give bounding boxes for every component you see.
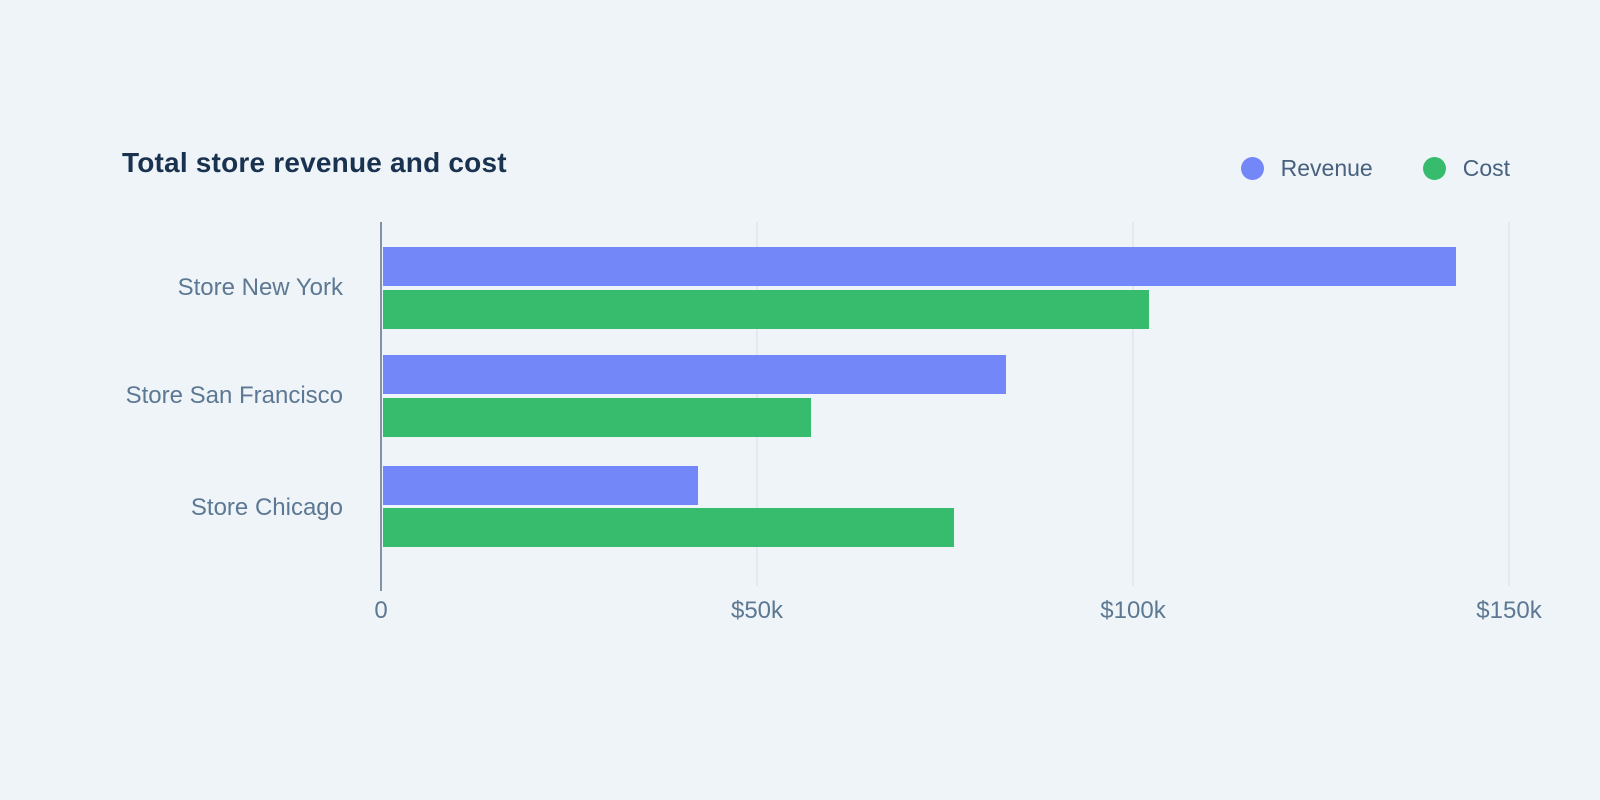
x-tick-label-$150k: $150k xyxy=(1476,597,1542,624)
bar-cost-store-san-francisco[interactable] xyxy=(383,398,811,437)
category-label-store-san-francisco: Store San Francisco xyxy=(125,382,343,409)
legend: Revenue Cost xyxy=(1240,155,1510,181)
x-tick-label-0: 0 xyxy=(374,597,388,624)
bar-chart xyxy=(380,222,1510,591)
legend-swatch-revenue xyxy=(1240,156,1264,180)
category-label-store-chicago: Store Chicago xyxy=(190,494,343,521)
bar-cost-store-new-york[interactable] xyxy=(383,290,1149,329)
gridline-$150k xyxy=(1508,222,1510,586)
x-tick-label-$50k: $50k xyxy=(730,597,784,624)
bar-revenue-store-new-york[interactable] xyxy=(383,247,1457,286)
legend-item-revenue[interactable]: Revenue xyxy=(1240,155,1373,181)
legend-label-revenue: Revenue xyxy=(1280,155,1373,181)
bars-layer xyxy=(383,222,1509,570)
gridline-$100k xyxy=(1132,222,1134,586)
bar-cost-store-chicago[interactable] xyxy=(383,508,954,547)
value-axis: 0 $50k $100k $150k xyxy=(374,597,1541,629)
legend-item-cost[interactable]: Cost xyxy=(1422,155,1510,181)
bar-revenue-store-san-francisco[interactable] xyxy=(383,355,1007,394)
legend-swatch-cost xyxy=(1422,156,1446,180)
category-axis: Store New York Store San Francisco Store C… xyxy=(0,222,343,570)
category-label-store-new-york: Store New York xyxy=(177,274,343,301)
chart-title: Total store revenue and cost xyxy=(122,147,507,178)
y-axis-line xyxy=(380,222,382,591)
x-tick-label-$100k: $100k xyxy=(1100,597,1166,624)
bar-revenue-store-chicago[interactable] xyxy=(383,466,699,505)
legend-label-cost: Cost xyxy=(1462,155,1510,181)
